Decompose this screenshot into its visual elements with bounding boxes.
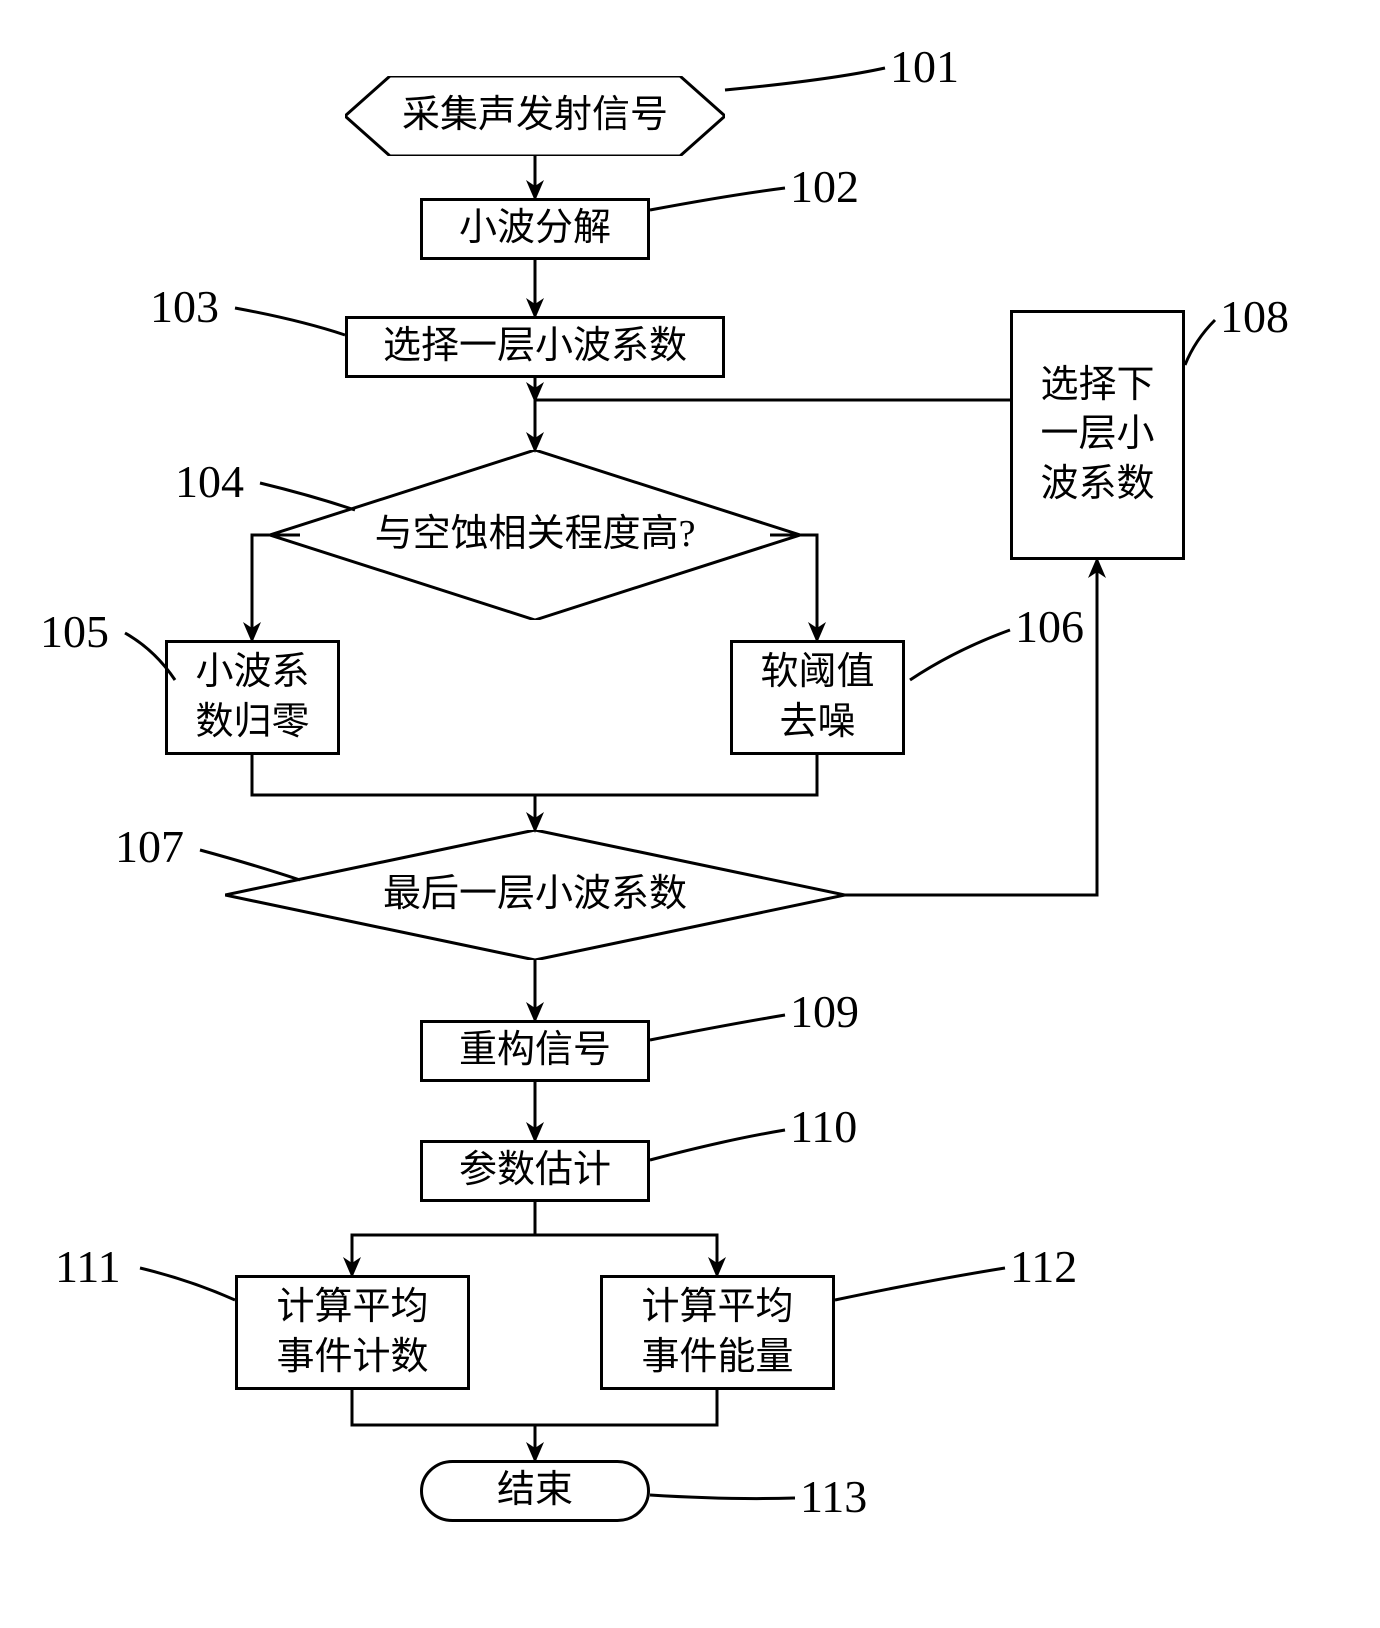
label-109: 109 <box>790 985 859 1038</box>
node-104: 与空蚀相关程度高? <box>270 450 800 620</box>
label-104: 104 <box>175 455 244 508</box>
node-105-text: 小波系数归零 <box>195 648 309 747</box>
node-111: 计算平均事件计数 <box>235 1275 470 1390</box>
node-104-text: 与空蚀相关程度高? <box>375 510 696 559</box>
flowchart-canvas: 小波分解 选择一层小波系数 小波系数归零 软阈值去噪 选择下一层小波系数 重构信… <box>0 0 1380 1628</box>
label-111: 111 <box>55 1240 121 1293</box>
label-107: 107 <box>115 820 184 873</box>
label-102: 102 <box>790 160 859 213</box>
label-103: 103 <box>150 280 219 333</box>
node-110-text: 参数估计 <box>459 1146 611 1195</box>
node-108: 选择下一层小波系数 <box>1010 310 1185 560</box>
label-101: 101 <box>890 40 959 93</box>
node-108-text: 选择下一层小波系数 <box>1040 361 1154 509</box>
label-113: 113 <box>800 1470 867 1523</box>
node-103: 选择一层小波系数 <box>345 316 725 378</box>
node-107-text: 最后一层小波系数 <box>383 870 687 919</box>
node-112-text: 计算平均事件能量 <box>641 1283 793 1382</box>
node-102: 小波分解 <box>420 198 650 260</box>
node-101-text: 采集声发射信号 <box>402 91 668 140</box>
node-106: 软阈值去噪 <box>730 640 905 755</box>
label-105: 105 <box>40 605 109 658</box>
node-109-text: 重构信号 <box>459 1026 611 1075</box>
node-112: 计算平均事件能量 <box>600 1275 835 1390</box>
node-103-text: 选择一层小波系数 <box>383 322 687 371</box>
node-111-text: 计算平均事件计数 <box>276 1283 428 1382</box>
node-106-text: 软阈值去噪 <box>760 648 874 747</box>
node-113: 结束 <box>420 1460 650 1522</box>
node-107: 最后一层小波系数 <box>225 830 845 960</box>
node-113-text: 结束 <box>497 1466 573 1515</box>
label-108: 108 <box>1220 290 1289 343</box>
label-110: 110 <box>790 1100 857 1153</box>
node-102-text: 小波分解 <box>459 204 611 253</box>
node-109: 重构信号 <box>420 1020 650 1082</box>
label-112: 112 <box>1010 1240 1077 1293</box>
label-106: 106 <box>1015 600 1084 653</box>
node-105: 小波系数归零 <box>165 640 340 755</box>
node-110: 参数估计 <box>420 1140 650 1202</box>
node-101: 采集声发射信号 <box>345 76 725 156</box>
